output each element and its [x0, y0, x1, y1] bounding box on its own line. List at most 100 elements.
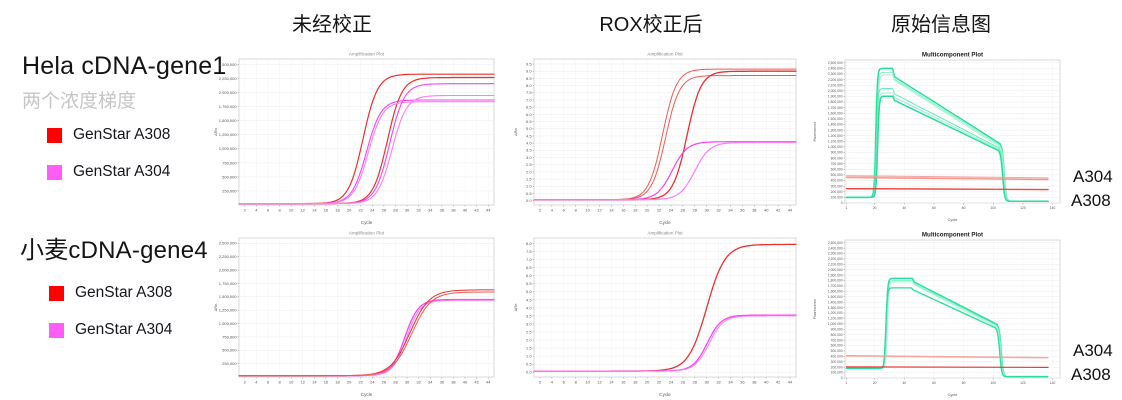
svg-text:1: 1 — [846, 381, 848, 385]
svg-text:1,250,000: 1,250,000 — [219, 308, 238, 313]
svg-text:0.5: 0.5 — [526, 362, 532, 367]
svg-text:18: 18 — [633, 380, 638, 385]
legend-swatch-red — [49, 285, 64, 301]
legend-label-a304: GenStar A304 — [75, 321, 173, 338]
svg-text:9.0: 9.0 — [526, 69, 532, 74]
svg-text:Multicomponent Plot: Multicomponent Plot — [922, 232, 983, 239]
svg-text:6.5: 6.5 — [526, 105, 532, 110]
svg-text:28: 28 — [693, 208, 698, 213]
svg-text:250,000: 250,000 — [222, 188, 237, 193]
legend-label-a304: GenStar A304 — [73, 163, 171, 180]
svg-text:20: 20 — [873, 206, 877, 210]
svg-text:12: 12 — [301, 208, 306, 213]
svg-text:6.0: 6.0 — [526, 273, 532, 278]
svg-text:16: 16 — [621, 380, 626, 385]
svg-text:22: 22 — [657, 380, 662, 385]
svg-text:5.0: 5.0 — [526, 289, 532, 294]
svg-text:1.5: 1.5 — [526, 345, 532, 350]
svg-text:28: 28 — [693, 380, 698, 385]
svg-text:42: 42 — [474, 380, 479, 385]
svg-text:1,800,000: 1,800,000 — [828, 100, 843, 104]
svg-text:26: 26 — [382, 208, 387, 213]
svg-text:Multicomponent Plot: Multicomponent Plot — [922, 52, 983, 59]
chart-amplification-hela-uncorrected: 250,000 500,000 750,000 1,000,000 1,250,000 1… — [213, 48, 500, 231]
svg-text:24: 24 — [669, 208, 674, 213]
svg-text:500,000: 500,000 — [222, 348, 237, 353]
svg-text:1,200,000: 1,200,000 — [828, 134, 843, 138]
svg-text:500,000: 500,000 — [831, 173, 843, 177]
svg-text:100: 100 — [991, 381, 997, 385]
legend-item-a304-row1: GenStar A304 — [47, 163, 170, 181]
svg-text:1,000,000: 1,000,000 — [219, 146, 238, 151]
svg-text:Amplification Plot: Amplification Plot — [647, 231, 683, 236]
svg-text:Amplification Plot: Amplification Plot — [647, 52, 683, 57]
svg-text:5.5: 5.5 — [526, 119, 532, 124]
svg-text:2.0: 2.0 — [526, 337, 532, 342]
svg-text:1.0: 1.0 — [526, 354, 532, 359]
curve-label-a308-top: A308 — [1071, 191, 1111, 210]
svg-text:1,250,000: 1,250,000 — [219, 132, 238, 137]
svg-text:22: 22 — [358, 380, 363, 385]
svg-text:36: 36 — [440, 208, 445, 213]
svg-text:1,000,000: 1,000,000 — [219, 321, 238, 326]
svg-text:8.5: 8.5 — [526, 76, 532, 81]
svg-text:300,000: 300,000 — [831, 360, 843, 364]
svg-text:1,600,000: 1,600,000 — [828, 290, 843, 294]
svg-text:36: 36 — [740, 208, 745, 213]
svg-text:10: 10 — [585, 208, 590, 213]
legend-swatch-magenta — [49, 322, 64, 338]
curve-label-a304-top: A304 — [1073, 167, 1113, 186]
row-title-hela-gene1: Hela cDNA-gene1 — [22, 52, 227, 80]
svg-text:4: 4 — [255, 380, 258, 385]
svg-text:1,800,000: 1,800,000 — [828, 279, 843, 283]
column-header-rox-corrected: ROX校正后 — [599, 14, 703, 36]
svg-text:2.5: 2.5 — [526, 329, 532, 334]
svg-text:7.0: 7.0 — [526, 257, 532, 262]
svg-text:2,100,000: 2,100,000 — [828, 263, 843, 267]
svg-text:80: 80 — [962, 206, 966, 210]
svg-text:Cycle: Cycle — [948, 217, 958, 222]
svg-text:4: 4 — [551, 208, 554, 213]
chart-multicomponent-hela: 0 100,000 200,000 300,000 400,000 500,000 600,… — [812, 47, 1065, 228]
svg-text:40: 40 — [902, 381, 906, 385]
svg-text:38: 38 — [752, 380, 757, 385]
svg-text:ΔRn: ΔRn — [513, 304, 518, 312]
svg-text:1,400,000: 1,400,000 — [828, 300, 843, 304]
svg-text:Fluorescence: Fluorescence — [813, 121, 817, 141]
svg-text:1,900,000: 1,900,000 — [828, 273, 843, 277]
svg-text:44: 44 — [788, 380, 793, 385]
svg-text:2,500,000: 2,500,000 — [828, 241, 843, 245]
svg-text:1,100,000: 1,100,000 — [828, 317, 843, 321]
svg-text:0.0: 0.0 — [526, 198, 532, 203]
svg-text:1,700,000: 1,700,000 — [828, 106, 843, 110]
svg-text:2,500,000: 2,500,000 — [219, 241, 238, 246]
svg-text:34: 34 — [728, 380, 733, 385]
svg-text:10: 10 — [585, 380, 590, 385]
svg-text:0: 0 — [841, 376, 843, 380]
svg-text:30: 30 — [405, 380, 410, 385]
svg-text:8: 8 — [575, 208, 578, 213]
svg-text:40: 40 — [764, 208, 769, 213]
svg-text:900,000: 900,000 — [831, 151, 843, 155]
svg-text:5.0: 5.0 — [526, 126, 532, 131]
svg-text:8: 8 — [278, 380, 281, 385]
svg-text:32: 32 — [716, 208, 721, 213]
svg-text:1: 1 — [846, 206, 848, 210]
legend-swatch-red — [47, 127, 62, 143]
svg-text:3.0: 3.0 — [526, 155, 532, 160]
legend-swatch-magenta — [47, 164, 62, 180]
svg-text:14: 14 — [312, 380, 317, 385]
svg-text:1,750,000: 1,750,000 — [219, 104, 238, 109]
svg-text:6: 6 — [267, 380, 270, 385]
svg-text:20: 20 — [347, 380, 352, 385]
svg-text:200,000: 200,000 — [831, 365, 843, 369]
svg-text:1.5: 1.5 — [526, 177, 532, 182]
svg-text:44: 44 — [486, 380, 491, 385]
svg-text:38: 38 — [752, 208, 757, 213]
legend-label-a308: GenStar A308 — [75, 284, 173, 301]
svg-text:2,500,000: 2,500,000 — [828, 61, 843, 65]
svg-text:3.0: 3.0 — [526, 321, 532, 326]
svg-text:900,000: 900,000 — [831, 327, 843, 331]
svg-text:16: 16 — [324, 380, 329, 385]
